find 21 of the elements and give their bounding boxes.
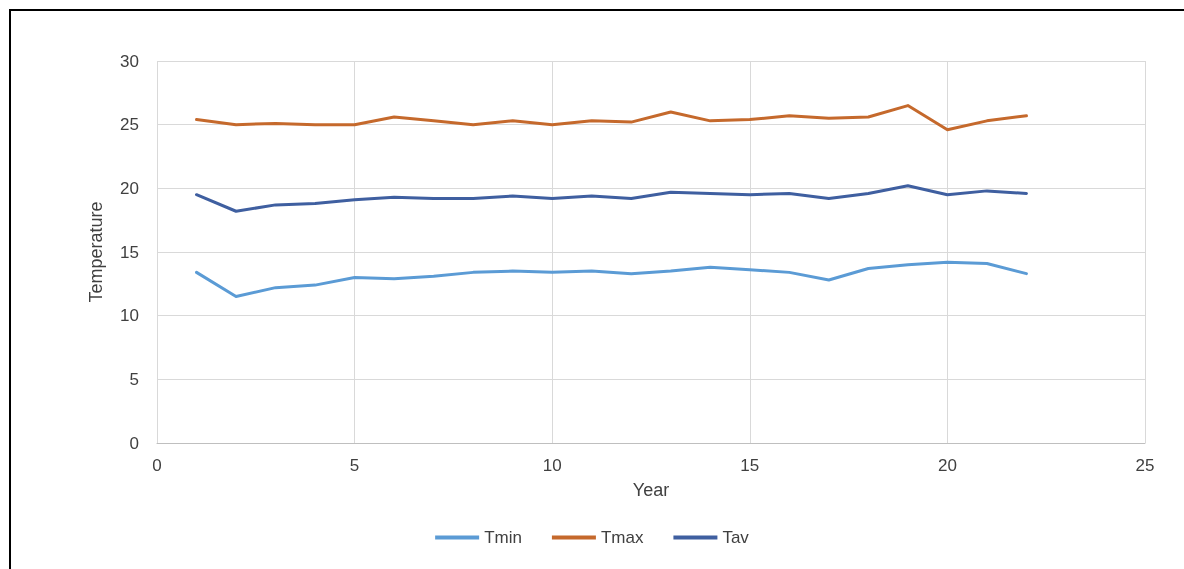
y-tick-label: 20 (120, 178, 139, 198)
x-tick-label: 25 (1135, 456, 1155, 475)
y-tick-label: 10 (120, 306, 139, 326)
line-series (195, 184, 1028, 213)
x-tick-label: 10 (542, 456, 562, 475)
y-tick-label: 30 (120, 51, 139, 71)
y-tick-label: 25 (120, 115, 139, 135)
legend-label: Tmax (600, 528, 644, 547)
line-series (195, 260, 1028, 299)
y-tick-label: 0 (129, 433, 139, 453)
x-tick-label: 0 (152, 456, 162, 475)
x-tick-label: 20 (937, 456, 957, 475)
legend-label: Tav (722, 528, 750, 547)
x-tick-label: 5 (349, 456, 360, 475)
legend-label: Tmin (484, 528, 522, 547)
x-axis-title: Year (632, 480, 670, 500)
y-axis-title: Temperature (86, 201, 106, 303)
line-series (195, 104, 1028, 132)
x-tick-label: 15 (740, 456, 760, 475)
y-tick-label: 5 (129, 369, 139, 389)
y-tick-label: 15 (120, 242, 139, 262)
